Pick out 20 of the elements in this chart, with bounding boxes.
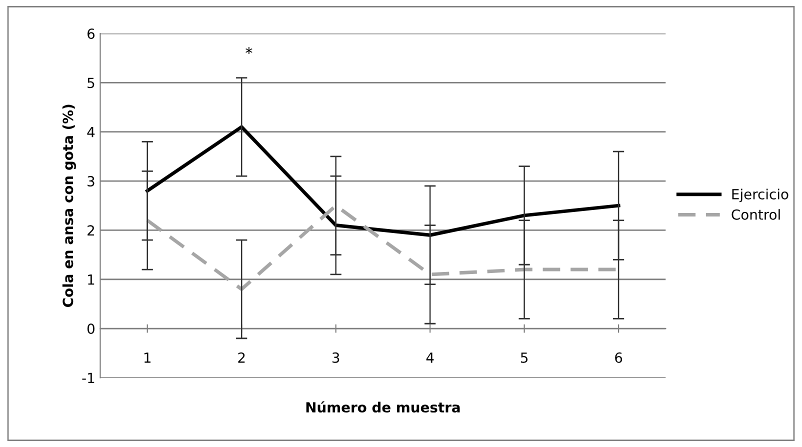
- y-tick-label: 0: [87, 324, 94, 334]
- x-tick-label: 6: [615, 352, 622, 363]
- y-tick-label: 2: [88, 225, 94, 236]
- x-axis-title: Número de muestra: [306, 401, 460, 413]
- y-axis-title: Cola en ansa con gota (%): [62, 104, 76, 307]
- x-tick-label: 1: [144, 352, 151, 363]
- annotation: *: [246, 47, 252, 54]
- line-series: [146, 125, 620, 237]
- y-tick-label: 5: [88, 78, 94, 88]
- legend-label: Ejercicio: [732, 188, 788, 202]
- x-tick-label: 4: [426, 352, 434, 363]
- x-tick-label: 2: [238, 352, 245, 363]
- y-tick-label: 3: [88, 176, 94, 187]
- legend-label: Control: [732, 209, 780, 220]
- y-tick-label: 6: [88, 28, 95, 39]
- y-tick-label: 1: [88, 274, 94, 285]
- x-tick-label: 3: [332, 352, 340, 363]
- y-tick-label: -1: [82, 372, 94, 383]
- x-tick-label: 5: [520, 352, 528, 363]
- y-tick-label: 4: [87, 127, 95, 138]
